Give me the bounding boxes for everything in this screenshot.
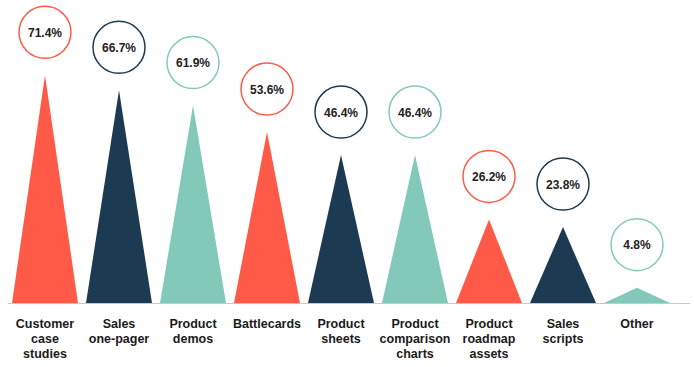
label-circle <box>611 219 663 271</box>
label-circle <box>463 150 515 202</box>
category-label: Productroadmapassets <box>463 317 516 361</box>
data-label: 26.2% <box>472 170 506 184</box>
label-circle <box>389 86 441 138</box>
bar <box>234 132 300 303</box>
category-label: Salesscripts <box>543 317 584 346</box>
bars <box>12 75 670 303</box>
category-label: Productsheets <box>317 317 365 346</box>
bar <box>308 155 374 303</box>
label-circle <box>93 21 145 73</box>
data-label: 23.8% <box>546 178 580 192</box>
bar <box>530 227 596 303</box>
bar <box>604 288 670 303</box>
data-label: 53.6% <box>250 83 284 97</box>
baseline <box>8 303 690 304</box>
data-label: 4.8% <box>623 238 651 252</box>
data-label: 46.4% <box>324 106 358 120</box>
chart: 71.4% Customercasestudies 66.7% Salesone-pa… <box>0 0 694 367</box>
data-label: 71.4% <box>28 26 62 40</box>
data-label: 66.7% <box>102 41 136 55</box>
category-label: Battlecards <box>233 317 301 331</box>
category-label: Productcomparisoncharts <box>380 317 451 361</box>
data-label: 61.9% <box>176 56 210 70</box>
category-label: Salesone-pager <box>89 317 150 346</box>
category-label: Customercasestudies <box>16 317 74 361</box>
label-circle <box>537 158 589 210</box>
category-label: Other <box>620 317 653 331</box>
data-label: 46.4% <box>398 106 432 120</box>
labels: 71.4% Customercasestudies 66.7% Salesone-pa… <box>16 6 663 361</box>
bar <box>12 75 78 303</box>
bar <box>456 219 522 303</box>
bar <box>86 90 152 303</box>
label-circle <box>19 6 71 58</box>
label-circle <box>241 63 293 115</box>
bar <box>382 155 448 303</box>
label-circle <box>315 86 367 138</box>
category-label: Productdemos <box>169 317 217 346</box>
bar <box>160 106 226 303</box>
label-circle <box>167 37 219 89</box>
